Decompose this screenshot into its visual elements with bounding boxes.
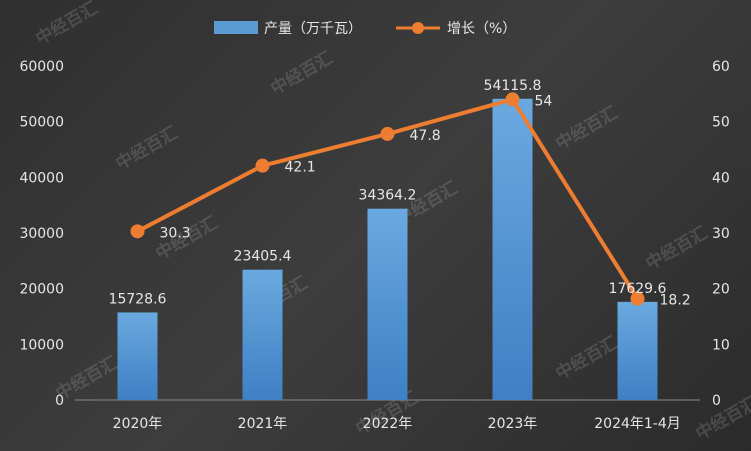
- line-value-label: 30.3: [160, 225, 191, 241]
- line-point: [505, 92, 520, 107]
- y-left-tick-label: 50000: [19, 115, 64, 131]
- line-point: [130, 224, 145, 239]
- y-right-tick-label: 50: [712, 115, 730, 131]
- bar-series: [117, 98, 658, 401]
- line-point: [255, 158, 270, 173]
- legend: 产量（万千瓦） 增长（%）: [214, 21, 516, 37]
- y-left-tick-label: 30000: [19, 226, 64, 242]
- bar: [242, 269, 283, 400]
- bar: [492, 98, 533, 401]
- x-tick-label: 2023年: [488, 416, 538, 432]
- x-tick-label: 2020年: [113, 416, 163, 432]
- y-right-tick-label: 30: [712, 226, 730, 242]
- watermark-text: 中经百汇: [552, 332, 621, 384]
- y-right-tick-label: 10: [712, 337, 730, 353]
- y-left-tick-label: 20000: [19, 282, 64, 298]
- line-point: [380, 126, 395, 141]
- y-right-tick-label: 40: [712, 170, 730, 186]
- line-value-label: 42.1: [285, 160, 316, 176]
- x-tick-label: 2024年1-4月: [594, 416, 681, 432]
- watermark-text: 中经百汇: [642, 222, 711, 274]
- bar-value-label: 23405.4: [234, 249, 292, 265]
- legend-bar-label: 产量（万千瓦）: [264, 21, 362, 37]
- watermark-text: 中经百汇: [692, 392, 751, 444]
- legend-line-marker: [412, 22, 424, 34]
- bar-value-label: 15728.6: [109, 291, 167, 307]
- x-tick-label: 2022年: [363, 416, 413, 432]
- axes-layer: 0 10000 20000 30000 40000 50000 60000 0 10 20 30 40…: [19, 59, 729, 432]
- bar: [367, 208, 408, 400]
- legend-line-label: 增长（%）: [447, 21, 516, 37]
- data-labels: 15728.6 23405.4 34364.2 54115.8 17629.6 30.3 4…: [109, 78, 691, 309]
- watermark-text: 中经百汇: [32, 0, 101, 49]
- y-right-tick-label: 60: [712, 59, 730, 75]
- y-right-tick-label: 20: [712, 282, 730, 298]
- bar: [117, 312, 158, 400]
- y-left-tick-label: 60000: [19, 59, 64, 75]
- watermark-text: 中经百汇: [267, 47, 336, 99]
- watermark-text: 中经百汇: [112, 122, 181, 174]
- bar-value-label: 54115.8: [484, 78, 542, 94]
- line-value-label: 54: [535, 93, 553, 109]
- line-value-label: 18.2: [660, 293, 691, 309]
- watermark-text: 中经百汇: [552, 102, 621, 154]
- y-right-tick-label: 0: [712, 393, 721, 409]
- legend-bar-swatch: [214, 21, 258, 34]
- line-value-label: 47.8: [410, 128, 441, 144]
- y-left-tick-label: 0: [55, 393, 64, 409]
- y-left-tick-label: 10000: [19, 337, 64, 353]
- line-series: [130, 92, 645, 306]
- bar-value-label: 17629.6: [609, 281, 667, 297]
- line-point: [630, 291, 645, 306]
- bar: [617, 301, 658, 400]
- x-tick-label: 2021年: [238, 416, 288, 432]
- y-left-tick-label: 40000: [19, 170, 64, 186]
- bar-value-label: 34364.2: [359, 188, 417, 204]
